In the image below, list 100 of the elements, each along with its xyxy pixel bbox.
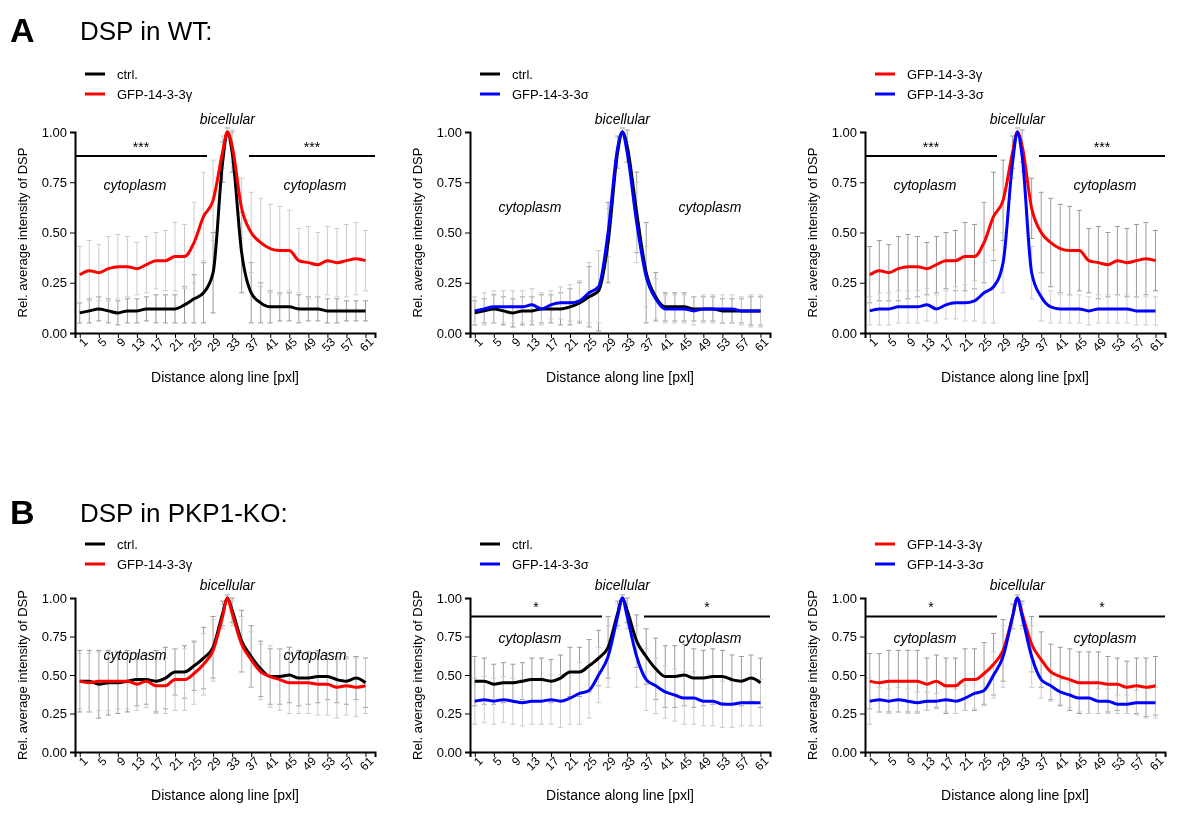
x-tick-label: 33 xyxy=(618,334,639,355)
y-tick-label: 0.50 xyxy=(831,667,857,683)
x-tick-label: 29 xyxy=(204,753,225,774)
annotation: cytoplasm xyxy=(283,646,347,663)
text: bicellular xyxy=(199,111,257,127)
x-tick-label: 61 xyxy=(1146,334,1167,355)
y-tick-label: 1.00 xyxy=(436,124,462,140)
y-axis-title: Rel. average intensity of DSP xyxy=(805,590,820,760)
annotation: cytoplasm xyxy=(1073,629,1137,646)
x-tick-label: 53 xyxy=(713,334,734,355)
x-tick-label: 1 xyxy=(470,753,486,769)
text: bicellular xyxy=(199,577,257,593)
x-tick-label: 57 xyxy=(1127,334,1148,355)
y-tick-label: 0.25 xyxy=(436,275,462,291)
y-axis-title: Rel. average intensity of DSP xyxy=(410,147,425,318)
x-tick-label: 49 xyxy=(1089,753,1110,774)
x-tick-label: 61 xyxy=(356,334,377,355)
x-tick-label: 25 xyxy=(580,753,601,774)
annotation: cytoplasm xyxy=(1073,177,1137,194)
x-tick-label: 13 xyxy=(918,753,938,774)
legend-label: ctrl. xyxy=(512,537,533,552)
x-tick-label: 21 xyxy=(166,753,187,774)
y-tick-label: 0.75 xyxy=(831,174,857,190)
x-tick-label: 49 xyxy=(694,753,715,774)
text: bicellular xyxy=(989,577,1047,593)
y-tick-label: 0.00 xyxy=(41,744,67,760)
x-tick-label: 37 xyxy=(242,334,263,355)
x-tick-label: 61 xyxy=(751,334,772,355)
x-tick-label: 9 xyxy=(114,753,129,769)
x-tick-label: 53 xyxy=(318,334,339,355)
x-tick-label: 29 xyxy=(599,334,620,355)
x-tick-label: 33 xyxy=(618,753,639,774)
x-tick-label: 5 xyxy=(490,753,505,769)
y-tick-label: 1.00 xyxy=(831,124,857,140)
x-tick-label: 57 xyxy=(732,334,753,355)
x-tick-label: 17 xyxy=(542,753,562,774)
x-tick-label: 29 xyxy=(994,334,1015,355)
x-tick-label: 13 xyxy=(128,334,148,355)
x-tick-label: 1 xyxy=(75,334,91,350)
x-tick-label: 5 xyxy=(490,334,505,350)
y-tick-label: 0.50 xyxy=(41,667,67,683)
x-tick-label: 25 xyxy=(185,334,206,355)
annotation: cytoplasm xyxy=(498,199,562,216)
x-tick-label: 37 xyxy=(1032,753,1053,774)
x-tick-label: 5 xyxy=(95,334,110,350)
annotation: * xyxy=(704,599,711,616)
x-tick-label: 21 xyxy=(561,753,582,774)
x-axis-title: Distance along line [pxl] xyxy=(151,369,299,385)
text: bicellular xyxy=(989,111,1047,127)
x-tick-label: 25 xyxy=(185,753,206,774)
x-tick-label: 53 xyxy=(713,753,734,774)
x-tick-label: 29 xyxy=(994,753,1015,774)
x-tick-label: 13 xyxy=(523,753,543,774)
annotation: cytoplasm xyxy=(103,177,167,194)
x-tick-label: 29 xyxy=(599,753,620,774)
x-tick-label: 37 xyxy=(242,753,263,774)
x-axis-title: Distance along line [pxl] xyxy=(151,787,299,803)
x-tick-label: 41 xyxy=(656,334,677,355)
y-tick-label: 0.00 xyxy=(436,325,462,341)
x-tick-label: 25 xyxy=(975,334,996,355)
x-tick-label: 9 xyxy=(904,753,919,769)
x-tick-label: 61 xyxy=(751,753,772,774)
x-axis-title: Distance along line [pxl] xyxy=(941,787,1089,803)
legend-label: GFP-14-3-3γ xyxy=(907,537,983,552)
x-tick-label: 21 xyxy=(956,334,977,355)
y-tick-label: 0.50 xyxy=(436,667,462,683)
x-tick-label: 61 xyxy=(1146,753,1167,774)
x-tick-label: 45 xyxy=(280,334,301,355)
legend-label: GFP-14-3-3σ xyxy=(907,557,984,572)
legend-label: GFP-14-3-3σ xyxy=(512,87,589,102)
legend-label: ctrl. xyxy=(117,537,138,552)
legend-label: ctrl. xyxy=(512,67,533,82)
x-tick-label: 5 xyxy=(885,334,900,350)
y-tick-label: 0.50 xyxy=(831,225,857,241)
x-tick-label: 49 xyxy=(299,753,320,774)
x-tick-label: 37 xyxy=(1032,334,1053,355)
x-tick-label: 45 xyxy=(675,753,696,774)
x-tick-label: 1 xyxy=(865,334,881,350)
annotation: cytoplasm xyxy=(103,646,167,663)
annotation: * xyxy=(928,599,935,616)
x-tick-label: 5 xyxy=(885,753,900,769)
y-tick-label: 0.25 xyxy=(41,706,67,722)
legend-label: GFP-14-3-3γ xyxy=(117,87,193,102)
x-tick-label: 13 xyxy=(918,334,938,355)
y-tick-label: 0.00 xyxy=(831,325,857,341)
y-tick-label: 0.00 xyxy=(436,744,462,760)
x-tick-label: 45 xyxy=(1070,334,1091,355)
y-tick-label: 1.00 xyxy=(41,124,67,140)
x-tick-label: 53 xyxy=(318,753,339,774)
x-tick-label: 53 xyxy=(1108,334,1129,355)
y-tick-label: 0.00 xyxy=(831,744,857,760)
y-tick-label: 0.75 xyxy=(41,174,67,190)
x-tick-label: 17 xyxy=(147,753,167,774)
x-tick-label: 53 xyxy=(1108,753,1129,774)
x-tick-label: 45 xyxy=(1070,753,1091,774)
x-tick-label: 29 xyxy=(204,334,225,355)
x-tick-label: 17 xyxy=(147,334,167,355)
x-tick-label: 41 xyxy=(1051,334,1072,355)
x-tick-label: 33 xyxy=(223,753,244,774)
x-axis-title: Distance along line [pxl] xyxy=(546,369,694,385)
